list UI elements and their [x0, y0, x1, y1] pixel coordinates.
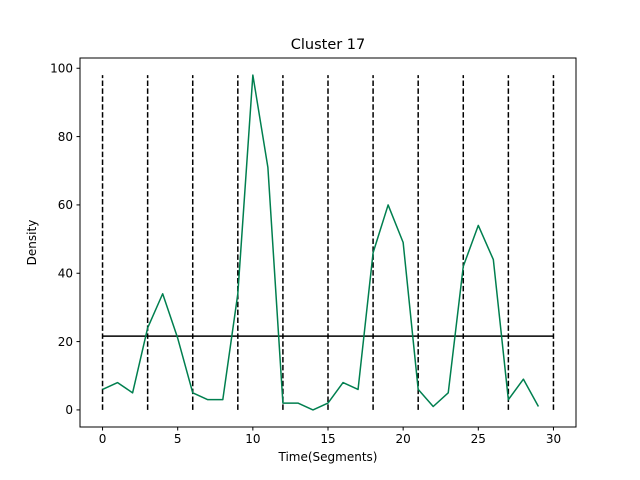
x-tick-label: 15 [320, 432, 335, 446]
y-tick-label: 0 [65, 403, 73, 417]
y-axis-ticks: 0 20 40 60 80 100 [50, 62, 80, 417]
x-tick-label: 25 [471, 432, 486, 446]
x-axis-label: Time(Segments) [278, 450, 378, 464]
x-tick-label: 0 [99, 432, 107, 446]
y-tick-label: 40 [58, 267, 73, 281]
x-tick-label: 30 [546, 432, 561, 446]
x-tick-label: 5 [174, 432, 182, 446]
x-tick-label: 10 [245, 432, 260, 446]
vertical-dashed-lines [101, 75, 555, 410]
series-group [102, 74, 540, 411]
y-tick-label: 100 [50, 62, 73, 76]
x-tick-label: 20 [396, 432, 411, 446]
y-tick-label: 20 [58, 335, 73, 349]
chart-title: Cluster 17 [291, 37, 366, 53]
y-tick-label: 60 [58, 198, 73, 212]
y-tick-label: 80 [58, 130, 73, 144]
series-line [102, 74, 540, 411]
y-axis-label: Density [25, 220, 39, 266]
x-axis-ticks: 0 5 10 15 20 25 30 [99, 427, 561, 446]
